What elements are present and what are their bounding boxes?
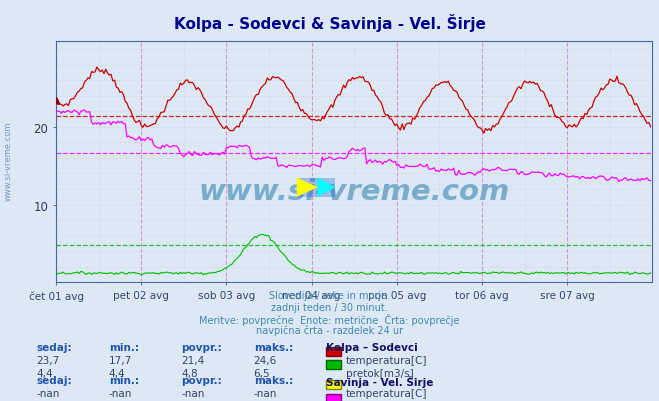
Text: navpična črta - razdelek 24 ur: navpična črta - razdelek 24 ur	[256, 324, 403, 335]
Text: www.si-vreme.com: www.si-vreme.com	[4, 121, 13, 200]
Text: maks.:: maks.:	[254, 375, 293, 385]
Text: maks.:: maks.:	[254, 342, 293, 352]
Text: -nan: -nan	[36, 388, 59, 398]
Text: sedaj:: sedaj:	[36, 342, 72, 352]
Text: 17,7: 17,7	[109, 355, 132, 365]
Text: min.:: min.:	[109, 375, 139, 385]
Text: www.si-vreme.com: www.si-vreme.com	[198, 177, 510, 205]
Text: -nan: -nan	[109, 388, 132, 398]
Text: -nan: -nan	[181, 388, 204, 398]
Text: Slovenija / reke in morje.: Slovenija / reke in morje.	[269, 291, 390, 301]
Text: Kolpa – Sodevci: Kolpa – Sodevci	[326, 342, 418, 352]
Polygon shape	[318, 178, 335, 197]
Text: 4,4: 4,4	[36, 368, 53, 378]
Text: pretok[m3/s]: pretok[m3/s]	[346, 368, 414, 378]
Text: min.:: min.:	[109, 342, 139, 352]
Text: 21,4: 21,4	[181, 355, 204, 365]
Polygon shape	[297, 178, 318, 197]
Text: 23,7: 23,7	[36, 355, 59, 365]
Text: sedaj:: sedaj:	[36, 375, 72, 385]
Text: 4,4: 4,4	[109, 368, 125, 378]
Text: Savinja - Vel. Širje: Savinja - Vel. Širje	[326, 375, 434, 387]
Text: -nan: -nan	[254, 388, 277, 398]
Text: 4,8: 4,8	[181, 368, 198, 378]
Text: zadnji teden / 30 minut.: zadnji teden / 30 minut.	[271, 302, 388, 312]
Text: povpr.:: povpr.:	[181, 375, 222, 385]
Text: povpr.:: povpr.:	[181, 342, 222, 352]
Text: 6,5: 6,5	[254, 368, 270, 378]
Text: Meritve: povprečne  Enote: metrične  Črta: povprečje: Meritve: povprečne Enote: metrične Črta:…	[199, 313, 460, 325]
Text: 24,6: 24,6	[254, 355, 277, 365]
Text: Kolpa - Sodevci & Savinja - Vel. Širje: Kolpa - Sodevci & Savinja - Vel. Širje	[173, 14, 486, 32]
Text: temperatura[C]: temperatura[C]	[346, 388, 428, 398]
Bar	[297, 178, 335, 197]
Text: temperatura[C]: temperatura[C]	[346, 355, 428, 365]
